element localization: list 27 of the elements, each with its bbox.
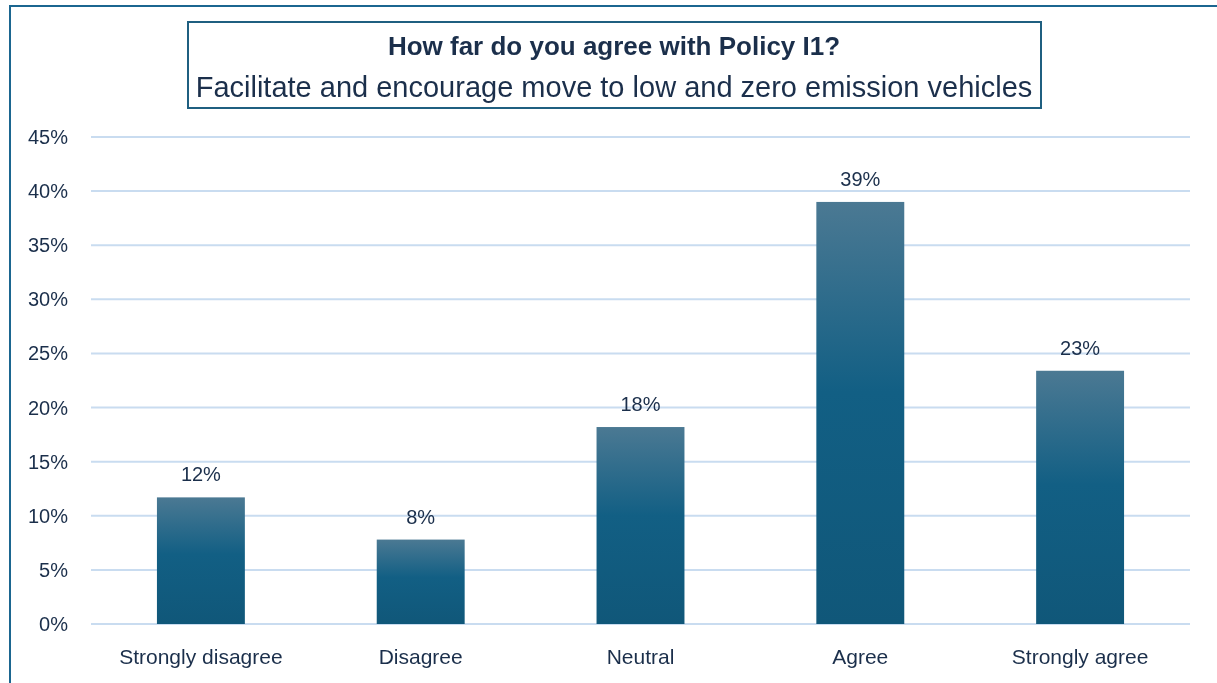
bar bbox=[816, 201, 905, 624]
y-tick-label: 35% bbox=[27, 234, 69, 257]
y-tick-label: 40% bbox=[27, 180, 69, 203]
chart-subtitle: Facilitate and encourage move to low and zero emission vehicles bbox=[195, 71, 1033, 103]
x-tick-label: Strongly agree bbox=[1011, 645, 1149, 668]
x-tick-label: Neutral bbox=[606, 645, 675, 668]
x-tick-label: Strongly disagree bbox=[119, 645, 283, 668]
bar bbox=[596, 427, 685, 624]
y-tick-label: 0% bbox=[39, 613, 69, 635]
data-label: 23% bbox=[1060, 336, 1101, 359]
x-tick-label: Disagree bbox=[378, 645, 463, 668]
y-tick-label: 20% bbox=[27, 396, 69, 419]
data-label: 39% bbox=[840, 167, 881, 190]
y-tick-label: 15% bbox=[27, 450, 69, 473]
data-label: 8% bbox=[406, 505, 436, 528]
x-tick-label: Agree bbox=[832, 645, 889, 668]
y-tick-label: 45% bbox=[27, 126, 69, 148]
y-tick-label: 10% bbox=[27, 504, 69, 527]
data-label: 18% bbox=[620, 393, 661, 416]
bar bbox=[1036, 370, 1125, 624]
data-label: 12% bbox=[180, 463, 222, 486]
y-tick-label: 5% bbox=[39, 558, 69, 581]
bar bbox=[376, 539, 465, 624]
bar bbox=[156, 497, 245, 624]
chart-title: How far do you agree with Policy I1? bbox=[387, 31, 841, 61]
y-tick-label: 25% bbox=[27, 342, 69, 365]
y-tick-label: 30% bbox=[27, 288, 69, 311]
